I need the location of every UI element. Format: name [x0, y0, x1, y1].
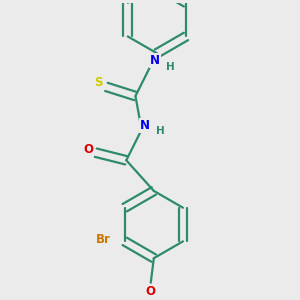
Text: N: N [140, 118, 150, 132]
Text: O: O [146, 285, 156, 298]
Text: O: O [83, 143, 93, 156]
Text: S: S [94, 76, 103, 89]
Text: H: H [156, 126, 164, 136]
Text: Br: Br [96, 233, 111, 246]
Text: H: H [166, 62, 175, 72]
Text: N: N [150, 54, 161, 68]
